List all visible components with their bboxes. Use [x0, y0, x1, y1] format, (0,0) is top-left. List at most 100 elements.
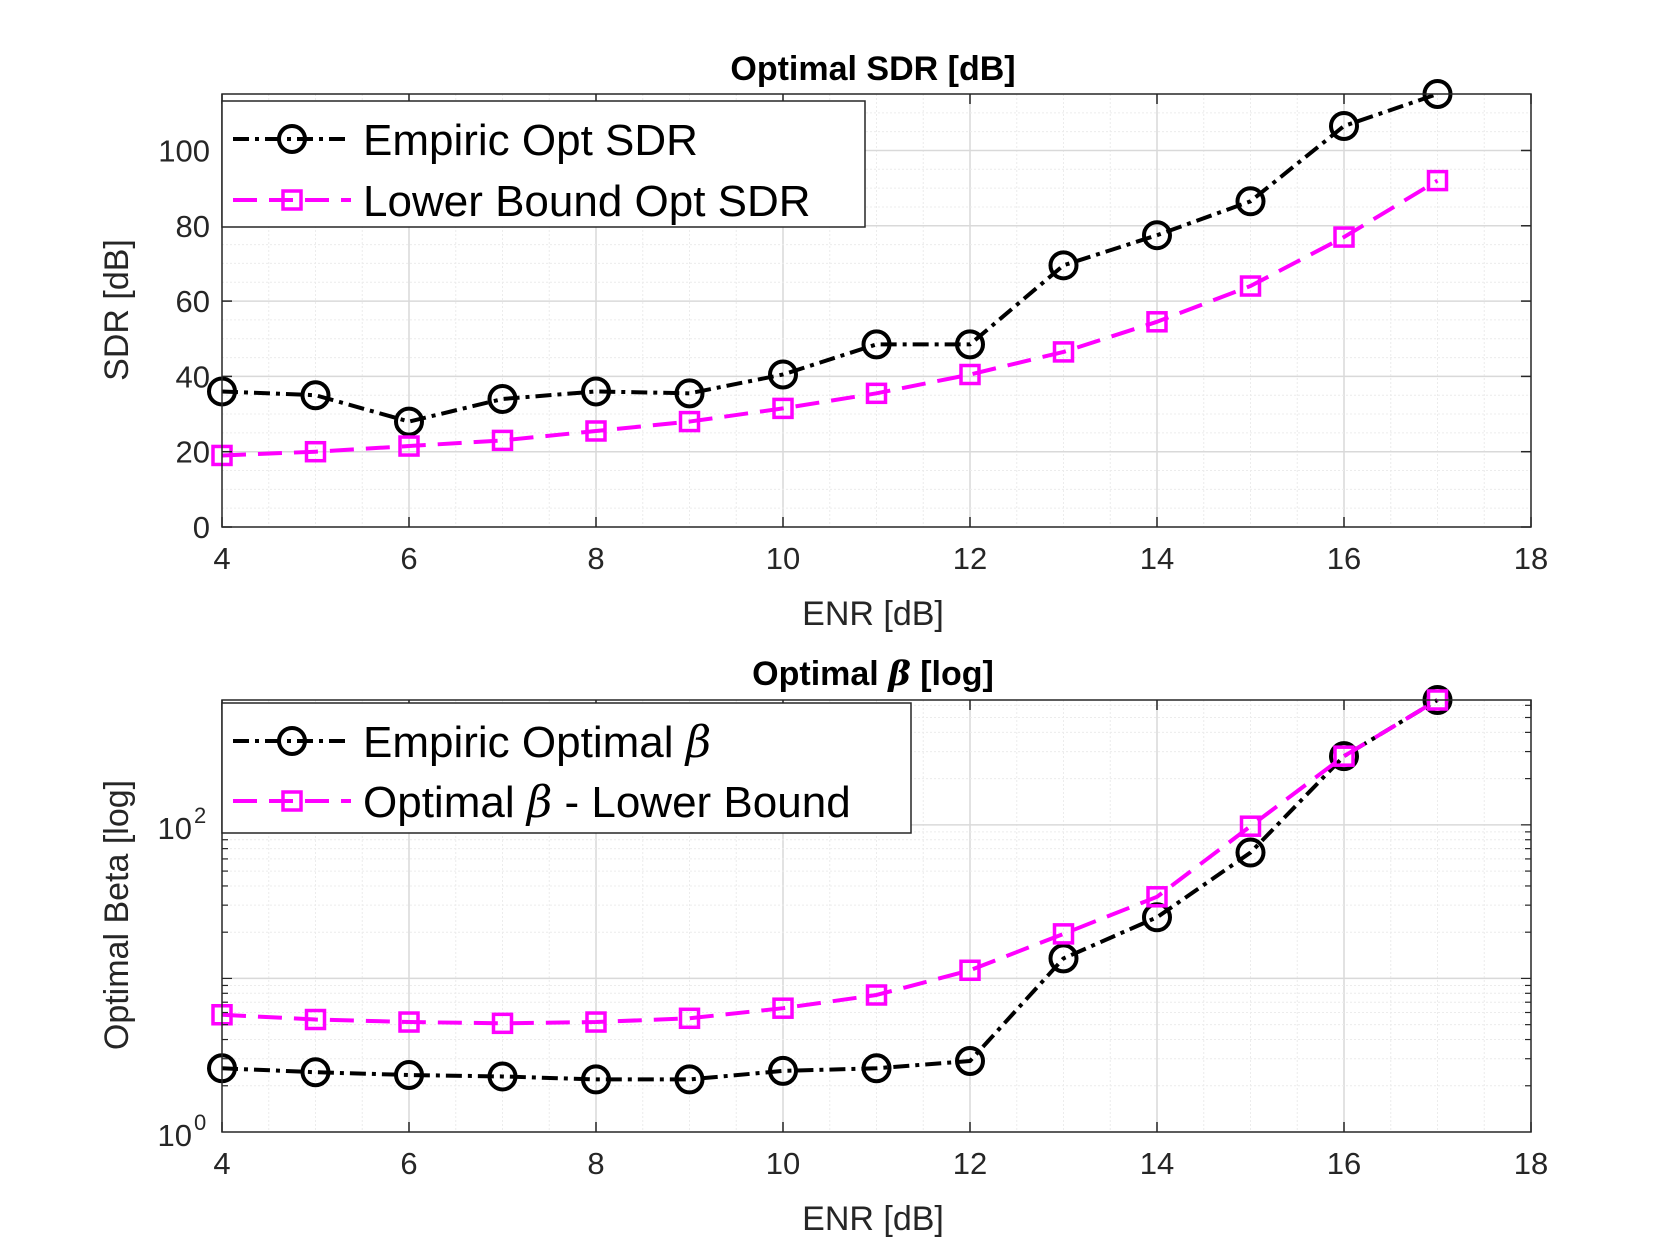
- beta-x-tick-label: 4: [213, 1146, 230, 1181]
- sdr-y-tick-label: 0: [193, 510, 210, 545]
- sdr-axes-box: [221, 93, 1532, 528]
- beta-series-1-point: [1052, 923, 1075, 945]
- sdr-x-tick-label: 8: [587, 541, 604, 576]
- sdr-series-1-point: [1146, 311, 1168, 333]
- sdr-series-0-point: [1142, 220, 1172, 251]
- sdr-series-1-point: [304, 440, 327, 463]
- beta-series-0-point: [955, 1045, 985, 1076]
- beta-series-0-point: [768, 1055, 798, 1086]
- beta-series-lines: [207, 685, 1453, 1095]
- sdr-series-0-point: [955, 329, 985, 360]
- sdr-series-0-point: [674, 378, 705, 409]
- sdr-chart-panel: Optimal SDR [dB] 4 6 8 10 12 14 16 18 0 20 40 60 80 1…: [98, 50, 1548, 633]
- beta-legend: Empiric Optimal β Optimal β - Lower Boun…: [221, 702, 912, 834]
- beta-legend-empiric-marker: [277, 726, 307, 756]
- beta-x-tick-label: 10: [766, 1146, 800, 1181]
- sdr-series-1-point: [491, 429, 514, 452]
- sdr-chart-title: Optimal SDR [dB]: [730, 50, 1015, 88]
- beta-series-0-point: [861, 1053, 892, 1084]
- beta-legend-lower-label: Optimal β - Lower Bound: [363, 777, 851, 828]
- sdr-x-tick-label: 12: [953, 541, 987, 576]
- beta-legend-box: [221, 702, 912, 834]
- beta-series-1-point: [959, 959, 981, 982]
- beta-y-tick-exponent: 2: [194, 803, 206, 828]
- sdr-series-0-point: [768, 359, 798, 390]
- beta-x-tick-label: 8: [587, 1146, 604, 1181]
- beta-chart-title: Optimal β [log]: [752, 654, 994, 694]
- sdr-series-1-point: [678, 410, 701, 433]
- sdr-legend-empiric-marker: [277, 124, 307, 154]
- beta-x-tick-label: 14: [1140, 1146, 1174, 1181]
- sdr-y-tick-label: 40: [176, 359, 210, 394]
- sdr-x-axis-label: ENR [dB]: [802, 595, 944, 633]
- beta-series-0-point: [1048, 943, 1079, 974]
- sdr-legend: Empiric Opt SDR Lower Bound Opt SDR: [221, 100, 866, 228]
- sdr-series-0-point: [394, 406, 424, 437]
- sdr-series-1-point: [959, 363, 981, 386]
- beta-x-tick-label: 18: [1514, 1146, 1548, 1181]
- beta-axes-box: [221, 699, 1532, 1133]
- sdr-series-0-point: [300, 380, 331, 411]
- sdr-series-1-point: [865, 382, 888, 405]
- beta-series-0-point: [674, 1064, 705, 1095]
- beta-y-tick-label: 10: [158, 811, 192, 846]
- sdr-series-0-point: [487, 383, 518, 414]
- beta-series-1-point: [865, 984, 888, 1006]
- sdr-y-tick-label: 80: [176, 209, 210, 244]
- sdr-series-1-point: [1333, 226, 1355, 248]
- sdr-y-tick-label: 20: [176, 435, 210, 470]
- sdr-x-tick-label: 4: [213, 541, 230, 576]
- beta-axes: [221, 699, 1532, 1133]
- sdr-legend-lower-marker: [281, 189, 303, 211]
- beta-y-axis-label: Optimal Beta [log]: [98, 780, 136, 1050]
- sdr-series-1-point: [1052, 341, 1075, 363]
- sdr-y-axis-label: SDR [dB]: [98, 239, 136, 381]
- beta-x-tick-label: 12: [953, 1146, 987, 1181]
- sdr-legend-lower-label: Lower Bound Opt SDR: [363, 177, 811, 226]
- beta-series-0-point: [581, 1064, 611, 1095]
- beta-series-1-point: [678, 1007, 701, 1030]
- beta-series-1-point: [1333, 745, 1355, 767]
- beta-series-1-point: [585, 1011, 607, 1033]
- sdr-series-1-point: [585, 420, 607, 442]
- sdr-x-tick-label: 16: [1327, 541, 1361, 576]
- sdr-series-1-point: [1426, 169, 1449, 192]
- beta-series-1-point: [772, 997, 794, 1019]
- sdr-y-tick-label: 60: [176, 284, 210, 319]
- sdr-axes: [221, 93, 1532, 528]
- beta-x-axis-label: ENR [dB]: [802, 1200, 944, 1238]
- beta-series-1-point: [1239, 815, 1262, 837]
- sdr-series-0-point: [1235, 186, 1266, 217]
- sdr-series-1-point: [398, 435, 420, 457]
- beta-series-0-point: [394, 1060, 424, 1091]
- sdr-y-tick-label: 100: [158, 133, 210, 168]
- sdr-series-0-point: [1048, 250, 1079, 281]
- beta-series-0-point: [487, 1061, 518, 1092]
- sdr-series-0-point: [1329, 111, 1359, 142]
- beta-series-1-point: [304, 1008, 327, 1031]
- beta-y-tick-label: 10: [158, 1118, 192, 1153]
- sdr-series-0-point: [861, 329, 892, 360]
- beta-x-tick-label: 6: [400, 1146, 417, 1181]
- sdr-tick-labels: 4 6 8 10 12 14 16 18 0 20 40 60 80 100: [158, 133, 1548, 576]
- sdr-series-1-point: [772, 397, 794, 420]
- sdr-series-1-point: [1239, 275, 1262, 297]
- beta-series-1-point: [398, 1011, 420, 1033]
- sdr-x-tick-label: 14: [1140, 541, 1174, 576]
- beta-x-tick-label: 16: [1327, 1146, 1361, 1181]
- beta-series-0-point: [1329, 741, 1359, 772]
- beta-legend-empiric-label: Empiric Optimal β: [363, 717, 711, 768]
- beta-series-0-line: [221, 698, 1439, 1082]
- beta-series-1-line: [221, 698, 1439, 1026]
- sdr-x-tick-label: 10: [766, 541, 800, 576]
- sdr-legend-box: [221, 100, 866, 228]
- sdr-series-0-point: [581, 376, 611, 407]
- beta-series-0-point: [1235, 837, 1266, 868]
- sdr-series-0-line: [221, 92, 1439, 424]
- sdr-x-tick-label: 18: [1514, 541, 1548, 576]
- sdr-x-tick-label: 6: [400, 541, 417, 576]
- beta-series-1-point: [491, 1012, 514, 1035]
